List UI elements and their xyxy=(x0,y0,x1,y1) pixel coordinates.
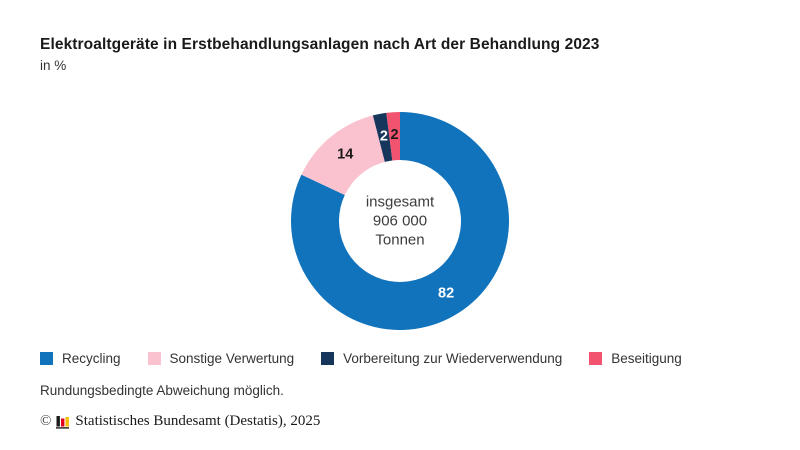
legend-item-beseitigung: Beseitigung xyxy=(589,351,682,366)
legend-swatch-beseitigung xyxy=(589,352,603,365)
donut-segment-beseitigung xyxy=(386,112,400,161)
chart-title: Elektroaltgeräte in Erstbehandlungsanlag… xyxy=(40,36,600,53)
chart-legend: Recycling Sonstige Verwertung Vorbereitung… xyxy=(40,351,682,366)
footnote: Rundungsbedingte Abweichung möglich. xyxy=(40,383,284,398)
destatis-bar-chart-logo-icon xyxy=(56,416,70,429)
legend-label-sonstige-verwertung: Sonstige Verwertung xyxy=(169,351,295,366)
legend-swatch-recycling xyxy=(40,352,53,365)
segment-value-recycling: 82 xyxy=(438,286,454,302)
segment-value-vorbereitung-zur-wiederverwendung: 2 xyxy=(380,129,388,145)
donut-center-label-line: insgesamt xyxy=(366,194,435,211)
segment-value-beseitigung: 2 xyxy=(391,127,399,143)
donut-segment-sonstige-verwertung xyxy=(301,115,385,196)
legend-item-sonstige-verwertung: Sonstige Verwertung xyxy=(147,351,295,366)
legend-label-beseitigung: Beseitigung xyxy=(611,351,682,366)
legend-swatch-vorbereitung-zur-wiederverwendung xyxy=(321,352,335,365)
legend-swatch-sonstige-verwertung xyxy=(147,352,161,365)
donut-center-label-line: 906 000 xyxy=(373,213,427,230)
copyright-symbol: © xyxy=(40,413,52,429)
donut-segment-vorbereitung-zur-wiederverwendung xyxy=(372,112,393,162)
logo-bar xyxy=(65,417,70,427)
logo-bar xyxy=(56,416,61,427)
legend-item-vorbereitung-zur-wiederverwendung: Vorbereitung zur Wiederverwendung xyxy=(321,351,562,366)
segment-value-sonstige-verwertung: 14 xyxy=(337,147,353,163)
logo-bar xyxy=(61,418,65,427)
copyright-text: Statistisches Bundesamt (Destatis), 2025 xyxy=(75,413,321,429)
chart-unit-label: in % xyxy=(40,58,67,73)
donut-segment-recycling xyxy=(290,112,509,330)
legend-item-recycling: Recycling xyxy=(40,351,121,366)
legend-label-recycling: Recycling xyxy=(62,351,121,366)
logo-baseline xyxy=(56,427,70,429)
copyright-line: © Statistisches Bundesamt (Destatis), 20… xyxy=(40,413,320,430)
legend-label-vorbereitung-zur-wiederverwendung: Vorbereitung zur Wiederverwendung xyxy=(343,351,563,366)
donut-center-label-line: Tonnen xyxy=(375,232,424,249)
